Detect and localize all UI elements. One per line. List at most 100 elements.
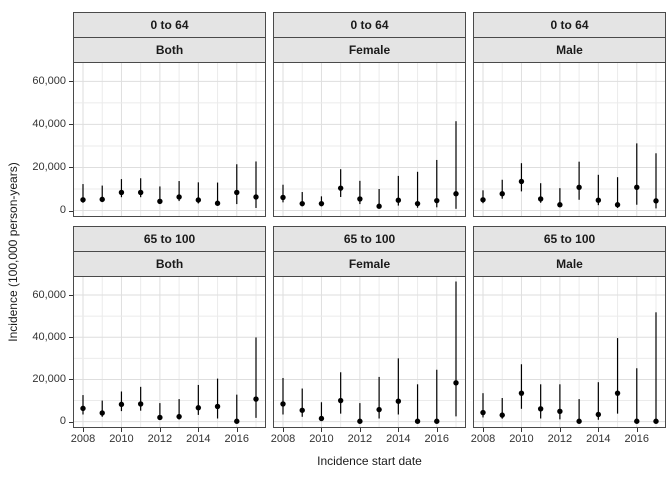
point-estimate [395, 398, 402, 404]
pointrange [634, 368, 640, 424]
panel-border [273, 276, 466, 428]
pointrange [480, 190, 486, 204]
pointrange [99, 400, 105, 417]
point-estimate [595, 197, 602, 203]
point-estimate [537, 406, 544, 412]
x-tick-label: 2012 [347, 433, 373, 445]
pointrange [576, 399, 582, 424]
pointrange [395, 358, 402, 415]
x-tick-label: 2016 [224, 433, 249, 445]
pointrange [357, 403, 363, 424]
x-tick-label: 2014 [186, 433, 211, 445]
x-tick-label: 2010 [309, 433, 334, 445]
facet-strip-age: 65 to 100 [473, 226, 666, 252]
point-estimate [576, 184, 582, 190]
pointrange [137, 178, 144, 198]
facet-0to64-male: 0 to 64 Male [473, 12, 666, 217]
y-axis-tick [69, 211, 73, 212]
point-estimate [137, 401, 144, 407]
pointrange [337, 372, 344, 414]
x-axis-tick [283, 428, 284, 432]
pointrange [80, 395, 86, 415]
point-estimate [480, 197, 486, 203]
pointrange [557, 384, 563, 420]
y-tick-label: 40,000 [32, 330, 66, 343]
pointrange [299, 192, 305, 207]
point-estimate [414, 418, 421, 424]
point-estimate [434, 197, 440, 204]
point-estimate [557, 408, 563, 415]
pointrange [376, 189, 382, 209]
facet-strip-age: 0 to 64 [73, 12, 266, 38]
plot-panel [473, 276, 666, 428]
x-axis-tick [398, 428, 399, 432]
point-estimate [337, 185, 344, 191]
pointrange [537, 183, 544, 203]
point-estimate [376, 203, 382, 209]
panel-border [473, 62, 666, 217]
facet-strip-age: 65 to 100 [73, 226, 266, 252]
facet-strip-age: 65 to 100 [273, 226, 466, 252]
panel-border [73, 62, 266, 217]
point-estimate [234, 418, 240, 424]
facet-strip-sex: Male [473, 37, 666, 63]
pointrange [280, 184, 286, 203]
x-tick-label: 2012 [547, 433, 573, 445]
point-estimate [80, 197, 86, 203]
x-axis-tick [560, 428, 561, 432]
pointrange [118, 391, 125, 412]
pointrange [595, 382, 602, 420]
point-estimate [499, 412, 505, 418]
point-estimate [537, 196, 544, 202]
x-tick-label: 2012 [147, 433, 173, 445]
pointrange [395, 175, 402, 206]
point-estimate [499, 191, 505, 197]
point-estimate [118, 189, 125, 196]
point-estimate [480, 409, 486, 416]
point-estimate [214, 403, 221, 410]
point-estimate [395, 197, 402, 203]
x-tick-label: 2016 [424, 433, 449, 445]
point-estimate [634, 418, 640, 424]
pointrange [614, 177, 621, 208]
pointrange [118, 179, 125, 198]
point-estimate [414, 200, 421, 207]
pointrange [357, 180, 363, 205]
pointrange [499, 179, 505, 199]
x-axis-tick [598, 428, 599, 432]
y-tick-label: 20,000 [32, 372, 66, 385]
panel-border [73, 276, 266, 428]
pointrange [480, 393, 486, 418]
pointrange [453, 281, 459, 417]
pointrange [653, 312, 659, 424]
pointrange [80, 184, 86, 203]
point-estimate [518, 178, 525, 185]
pointrange [214, 378, 221, 419]
point-estimate [634, 184, 640, 190]
pointrange [195, 384, 202, 415]
plot-panel [73, 276, 266, 428]
facet-strip-sex: Female [273, 251, 466, 277]
y-tick-label: 60,000 [32, 74, 66, 87]
point-estimate [557, 202, 563, 208]
x-tick-label: 2008 [70, 433, 96, 445]
facet-strip-sex: Female [273, 37, 466, 63]
point-estimate [434, 418, 440, 424]
point-estimate [595, 411, 602, 418]
pointrange [518, 163, 525, 192]
point-estimate [453, 380, 459, 386]
point-estimate [137, 189, 144, 196]
point-estimate [280, 194, 286, 201]
point-estimate [299, 407, 305, 413]
facet-strip-age: 0 to 64 [273, 12, 466, 38]
x-axis-tick [521, 428, 522, 432]
pointrange [595, 174, 602, 206]
plot-panel [273, 62, 466, 217]
x-axis-title: Incidence start date [317, 454, 422, 468]
plot-panel [73, 62, 266, 217]
x-axis-tick [160, 428, 161, 432]
point-estimate [318, 415, 325, 422]
x-axis-tick [483, 428, 484, 432]
x-axis-tick [83, 428, 84, 432]
pointrange [414, 384, 421, 424]
